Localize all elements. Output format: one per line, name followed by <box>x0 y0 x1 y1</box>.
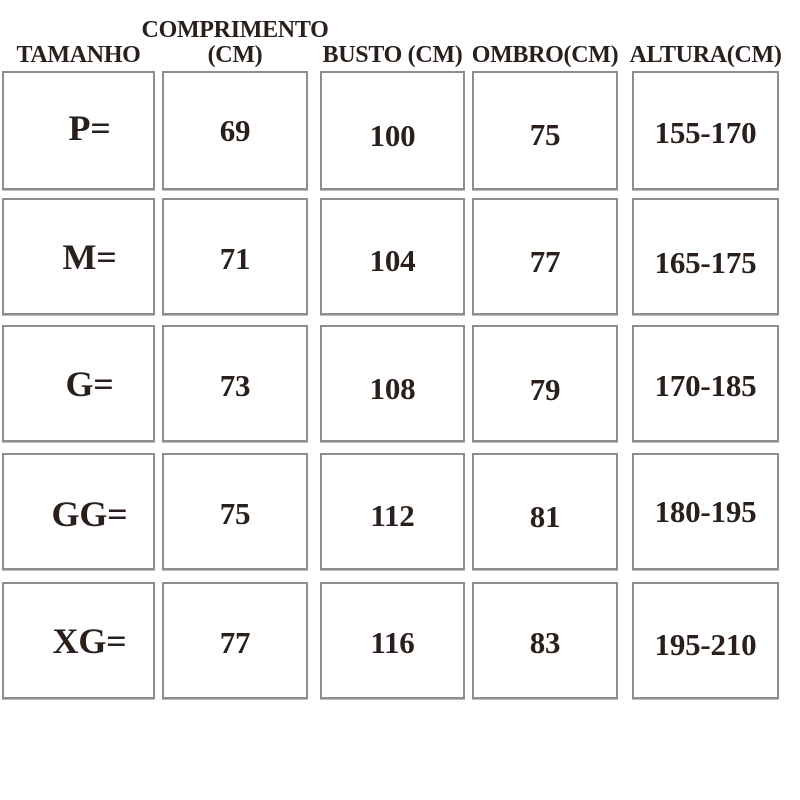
cell-value: 71 <box>219 240 251 276</box>
column-header-comprimento: COMPRIMENTO (CM) <box>142 12 329 68</box>
cell-value: 112 <box>370 497 415 533</box>
column-header-altura: ALTURA(CM) <box>629 12 782 68</box>
cell-value: 75 <box>219 495 251 531</box>
cell-p-tamanho: P= <box>2 71 155 190</box>
cell-value: 165-175 <box>654 244 757 280</box>
cell-m-busto: 104 <box>320 198 465 315</box>
cell-g-busto: 108 <box>320 325 465 442</box>
cell-value: 77 <box>529 243 561 279</box>
header-label: ALTURA(CM) <box>629 41 782 68</box>
cell-g-altura: 170-185 <box>632 325 779 442</box>
cell-gg-tamanho: GG= <box>2 453 155 570</box>
cell-value: 79 <box>529 371 561 407</box>
cell-value: 69 <box>219 112 251 148</box>
cell-g-comprimento: 73 <box>162 325 308 442</box>
cell-gg-busto: 112 <box>320 453 465 570</box>
cell-xg-ombro: 83 <box>472 582 618 699</box>
cell-value: 155-170 <box>654 114 757 150</box>
cell-p-ombro: 75 <box>472 71 618 190</box>
cell-value: XG= <box>52 620 127 661</box>
cell-value: 77 <box>219 624 251 660</box>
column-header-ombro: OMBRO(CM) <box>471 12 619 68</box>
cell-value: 108 <box>369 370 416 406</box>
cell-xg-altura: 195-210 <box>632 582 779 699</box>
cell-p-comprimento: 69 <box>162 71 308 190</box>
header-label: COMPRIMENTO (CM) <box>141 16 329 68</box>
cell-value: 195-210 <box>654 626 757 662</box>
cell-gg-ombro: 81 <box>472 453 618 570</box>
header-label: BUSTO (CM) <box>322 41 463 68</box>
cell-gg-altura: 180-195 <box>632 453 779 570</box>
cell-value: GG= <box>51 493 128 534</box>
cell-value: 170-185 <box>654 367 757 403</box>
cell-m-tamanho: M= <box>2 198 155 315</box>
header-label: TAMANHO <box>16 41 141 68</box>
cell-m-comprimento: 71 <box>162 198 308 315</box>
header-label: OMBRO(CM) <box>471 41 619 68</box>
cell-g-ombro: 79 <box>472 325 618 442</box>
cell-value: 116 <box>370 624 415 660</box>
cell-xg-comprimento: 77 <box>162 582 308 699</box>
cell-m-altura: 165-175 <box>632 198 779 315</box>
cell-xg-tamanho: XG= <box>2 582 155 699</box>
cell-m-ombro: 77 <box>472 198 618 315</box>
cell-value: 104 <box>369 242 416 278</box>
cell-value: 100 <box>369 117 416 153</box>
cell-value: 73 <box>219 367 251 403</box>
cell-p-altura: 155-170 <box>632 71 779 190</box>
cell-value: 75 <box>529 116 561 152</box>
cell-value: G= <box>65 363 114 404</box>
cell-gg-comprimento: 75 <box>162 453 308 570</box>
cell-xg-busto: 116 <box>320 582 465 699</box>
cell-g-tamanho: G= <box>2 325 155 442</box>
cell-value: 83 <box>529 624 561 660</box>
cell-p-busto: 100 <box>320 71 465 190</box>
cell-value: P= <box>68 107 111 148</box>
cell-value: M= <box>62 236 117 277</box>
column-header-tamanho: TAMANHO <box>2 12 155 68</box>
column-header-busto: BUSTO (CM) <box>320 12 465 68</box>
cell-value: 180-195 <box>654 493 757 529</box>
cell-value: 81 <box>529 498 561 534</box>
